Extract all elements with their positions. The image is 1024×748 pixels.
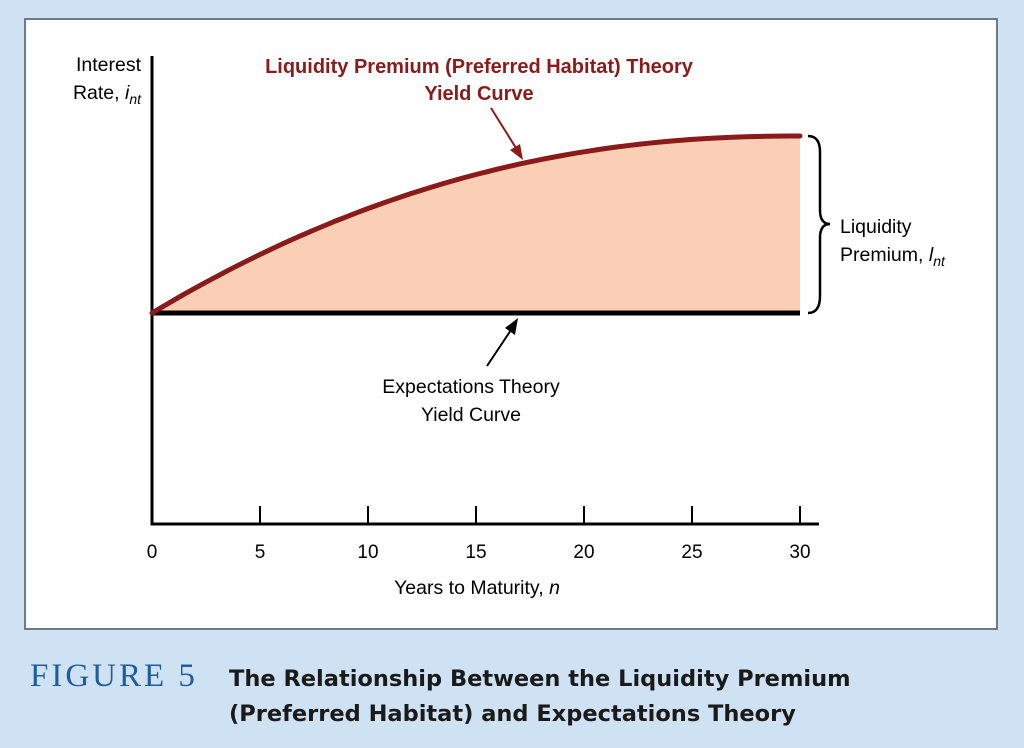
- liquidity-premium-label: Liquidity Premium (Preferred Habitat) Th…: [265, 56, 694, 78]
- liquidity-premium-arrowhead: [510, 144, 523, 160]
- x-axis-label: Years to Maturity, n: [394, 577, 560, 599]
- expectations-theory-arrowhead: [505, 318, 518, 335]
- liquidity-premium-brace: [807, 134, 831, 315]
- y-axis-label-2: Rate, int: [73, 82, 142, 107]
- expectations-theory-label: Expectations Theory: [382, 376, 560, 398]
- expectations-theory-arrow: [486, 329, 512, 367]
- x-tick-label-25: 25: [681, 542, 702, 563]
- chart-panel: 0 5 10 15 20 25 30 Interest Rate, int Years to Ma…: [24, 18, 998, 630]
- figure-number: FIGURE 5: [30, 658, 198, 694]
- caption-line-1: The Relationship Between the Liquidity P…: [229, 666, 851, 692]
- x-tick-label-10: 10: [357, 542, 378, 563]
- x-tick-label-20: 20: [573, 542, 594, 563]
- x-tick-label-5: 5: [255, 542, 266, 563]
- liquidity-premium-bracket-label-2: Premium, lnt: [840, 244, 946, 269]
- liquidity-premium-area: [152, 136, 800, 313]
- caption-line-2: (Preferred Habitat) and Expectations The…: [229, 701, 796, 727]
- chart: 0 5 10 15 20 25 30 Interest Rate, int Years to Ma…: [73, 54, 946, 599]
- x-tick-label-15: 15: [465, 542, 486, 563]
- liquidity-premium-curve: [149, 133, 803, 316]
- liquidity-premium-bracket-label: Liquidity: [840, 216, 912, 238]
- x-tick-label-0: 0: [147, 542, 158, 563]
- liquidity-premium-arrow: [490, 107, 517, 149]
- x-tick-label-30: 30: [789, 542, 810, 563]
- liquidity-premium-label-2: Yield Curve: [424, 83, 533, 105]
- y-axis-label: Interest: [76, 54, 142, 76]
- expectations-theory-label-2: Yield Curve: [421, 404, 521, 426]
